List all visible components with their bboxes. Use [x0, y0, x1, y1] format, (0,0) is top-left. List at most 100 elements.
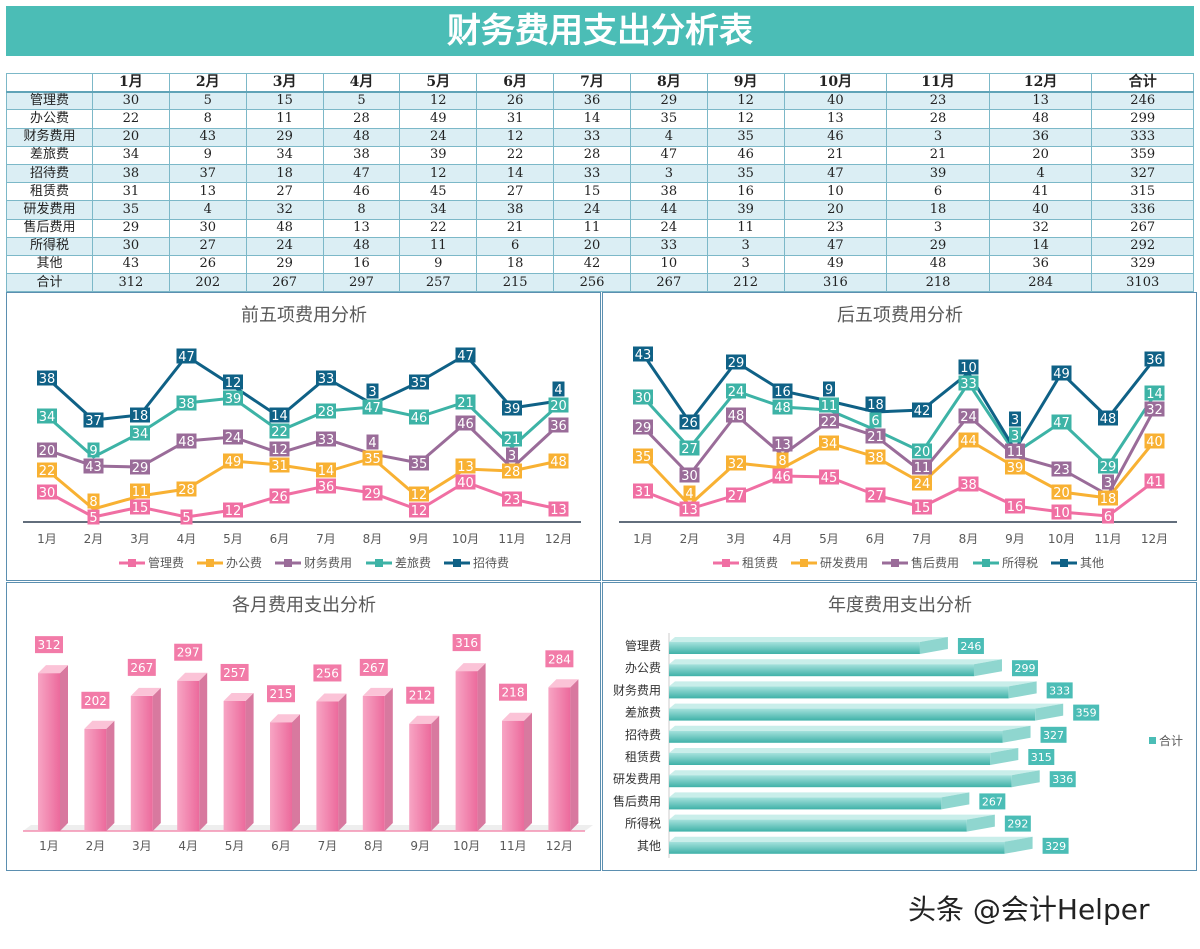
bar: [669, 836, 1033, 854]
table-cell: 47: [783, 236, 888, 256]
table-row: 其他 43 26 29 16 9 18 42 10 3 49 48 36 329: [6, 254, 1194, 275]
data-marker: [726, 383, 746, 399]
table-cell: 9: [399, 254, 478, 275]
table-cell: 20: [92, 127, 170, 147]
data-label: 9: [89, 444, 97, 459]
table-cell: 299: [1091, 109, 1194, 129]
legend-marker-icon: [722, 559, 730, 567]
x-tick-label: 9月: [409, 532, 429, 546]
data-marker: [865, 449, 886, 465]
table-cell: 46: [322, 182, 401, 202]
data-label: 37: [85, 414, 102, 429]
table-cell: 202: [168, 273, 247, 293]
table-cell: 27: [168, 236, 247, 256]
data-label-box: 299: [1011, 660, 1038, 677]
data-point: 44: [958, 432, 979, 449]
data-label: 33: [960, 377, 977, 392]
data-point: 16: [1005, 498, 1025, 515]
row-label: 研发费用: [6, 200, 93, 220]
table-cell: 284: [988, 273, 1093, 293]
table-cell: 13: [322, 218, 401, 238]
table-row: 招待费 38 37 18 47 12 14 33 3 35 47 39 4 327: [6, 163, 1194, 184]
data-label-box: 267: [359, 658, 388, 676]
row-label: 合计: [6, 273, 93, 293]
bar: [669, 748, 1019, 765]
legend-label: 其他: [1080, 556, 1104, 570]
data-label: 38: [867, 451, 884, 466]
table-cell: 10: [629, 254, 708, 275]
data-label: 33: [318, 433, 335, 448]
data-point: 49: [1051, 365, 1072, 382]
table-cell: 3: [886, 127, 990, 147]
data-point: 5: [180, 509, 193, 526]
legend-item: 差旅费: [366, 556, 431, 570]
data-marker: [362, 485, 383, 501]
table-cell: 36: [988, 127, 1093, 147]
data-marker: [502, 431, 522, 447]
data-marker: [316, 462, 336, 478]
data-marker: [223, 429, 243, 445]
data-point: 29: [130, 459, 150, 476]
data-marker: [1005, 459, 1025, 475]
x-tick-label: 2月: [84, 532, 104, 546]
table-cell: 47: [322, 163, 401, 184]
series-line: [45, 353, 559, 422]
table-cell: 29: [245, 127, 324, 147]
data-point: 18: [865, 396, 886, 413]
table-cell: 336: [1091, 200, 1194, 220]
data-point: 31: [269, 457, 290, 474]
table-cell: 215: [476, 273, 555, 293]
x-tick-label: 6月: [866, 532, 886, 546]
data-label: 35: [635, 450, 652, 465]
table-cell: 327: [1091, 163, 1194, 184]
data-point: 48: [176, 433, 197, 450]
data-label: 39: [1007, 461, 1024, 476]
data-label-box: 256: [313, 664, 342, 682]
data-point: 8: [87, 493, 100, 510]
data-label: 48: [728, 409, 745, 424]
data-label: 14: [1146, 387, 1163, 402]
data-point: 36: [548, 417, 569, 434]
series-line: [641, 408, 1156, 498]
column-header: 1月: [92, 72, 170, 93]
data-label: 21: [867, 430, 884, 445]
table-cell: 3: [706, 236, 785, 256]
table-cell: 27: [476, 182, 555, 202]
table-cell: 14: [553, 109, 631, 129]
table-cell: 28: [553, 145, 631, 165]
data-marker: [223, 453, 243, 469]
table-cell: 6: [476, 236, 555, 256]
table-cell: 18: [886, 200, 990, 220]
data-label: 42: [914, 404, 931, 419]
data-label-box: 297: [174, 643, 203, 661]
data-point: 10: [1051, 504, 1072, 521]
data-point: 11: [130, 483, 150, 500]
column-header: 9月: [706, 72, 785, 93]
table-cell: 36: [988, 254, 1093, 275]
table-cell: 32: [988, 218, 1093, 238]
data-label: 12: [411, 488, 428, 503]
data-label: 3: [1011, 429, 1019, 444]
table-cell: 33: [553, 127, 631, 147]
data-marker: [683, 485, 696, 501]
data-point: 38: [37, 370, 57, 387]
data-label: 40: [457, 476, 474, 491]
data-label: 20: [914, 445, 931, 460]
column-header: 6月: [476, 72, 555, 93]
data-point: 43: [633, 346, 653, 363]
data-label: 24: [914, 477, 931, 492]
data-marker: [37, 462, 57, 478]
data-label-box: 215: [267, 685, 295, 703]
data-marker: [772, 399, 793, 415]
table-cell: 29: [92, 218, 170, 238]
table-cell: 22: [399, 218, 478, 238]
data-label: 267: [362, 661, 385, 675]
legend-item: 其他: [1051, 556, 1104, 570]
table-cell: 44: [629, 200, 708, 220]
data-label-box: 267: [979, 793, 1006, 810]
column-header: [6, 72, 93, 93]
data-marker: [548, 501, 569, 517]
table-row: 管理费 30 5 15 5 12 26 36 29 12 40 23 13 246: [6, 91, 1194, 111]
table-cell: 39: [399, 145, 478, 165]
x-tick-label: 12月: [545, 532, 572, 546]
